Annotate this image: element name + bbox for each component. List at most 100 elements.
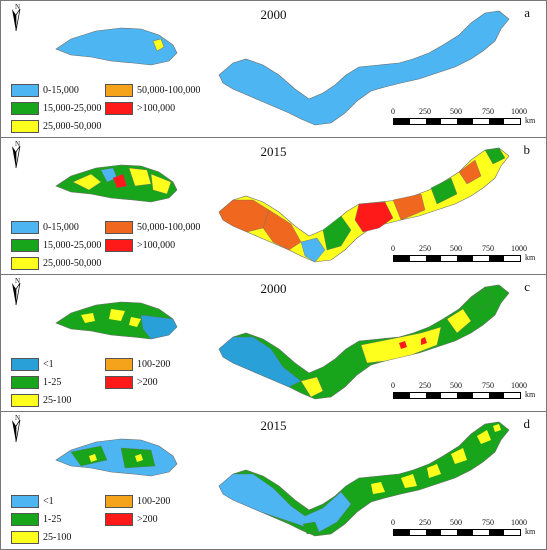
legend-item: 1-25 bbox=[11, 512, 61, 526]
legend-item: 15,000-25,000 bbox=[11, 101, 101, 115]
legend-item: 25-100 bbox=[11, 393, 71, 407]
north-arrow-icon bbox=[7, 5, 25, 35]
scale-bar: 0 250 500 750 1000 km bbox=[391, 244, 543, 272]
legend-label: 100-200 bbox=[137, 495, 171, 507]
scale-tick-label: 750 bbox=[482, 518, 494, 527]
panel-a: N 2000 a 0-15,000 50,000-100,000 15,000-… bbox=[1, 1, 546, 138]
legend-item: 100-200 bbox=[105, 357, 170, 371]
scale-tick-label: 750 bbox=[482, 381, 494, 390]
scale-tick-label: 0 bbox=[391, 518, 395, 527]
panel-letter: d bbox=[523, 416, 531, 431]
legend-item: 25-100 bbox=[11, 530, 71, 544]
legend-item: >200 bbox=[105, 375, 158, 389]
legend-swatch bbox=[11, 494, 39, 508]
legend-swatch bbox=[11, 119, 39, 133]
legend: <1 100-200 1-25 >200 25-100 bbox=[11, 494, 231, 548]
scale-tick-label: 500 bbox=[450, 518, 462, 527]
legend-label: 25-100 bbox=[43, 394, 72, 406]
legend-label: 100-200 bbox=[137, 358, 171, 370]
legend-swatch bbox=[11, 375, 39, 389]
legend-label: >200 bbox=[137, 513, 158, 525]
legend-label: 0-15,000 bbox=[43, 221, 79, 233]
scale-tick-label: 250 bbox=[419, 244, 431, 253]
legend-swatch bbox=[11, 220, 39, 234]
scale-bar: 0 250 500 750 1000 km bbox=[391, 381, 543, 409]
scale-unit: km bbox=[525, 253, 536, 262]
legend-item: 0-15,000 bbox=[11, 220, 79, 234]
scale-tick-label: 250 bbox=[419, 107, 431, 116]
north-label: N bbox=[15, 277, 21, 285]
legend-label: 25-100 bbox=[43, 531, 72, 543]
north-label: N bbox=[15, 3, 21, 11]
scale-tick-label: 250 bbox=[419, 381, 431, 390]
legend-item: 50,000-100,000 bbox=[105, 83, 200, 97]
north-label: N bbox=[15, 140, 21, 148]
map-canvas-c bbox=[55, 284, 510, 400]
legend-label: 1-25 bbox=[43, 376, 62, 388]
legend-swatch bbox=[11, 512, 39, 526]
scale-tick-label: 1000 bbox=[511, 381, 527, 390]
legend-swatch bbox=[105, 375, 133, 389]
legend-swatch bbox=[105, 494, 133, 508]
panel-year: 2015 bbox=[260, 144, 287, 159]
legend-swatch bbox=[105, 101, 133, 115]
legend-swatch bbox=[105, 220, 133, 234]
scale-tick-label: 1000 bbox=[511, 107, 527, 116]
legend-item: 50,000-100,000 bbox=[105, 220, 200, 234]
legend-swatch bbox=[105, 83, 133, 97]
legend-swatch bbox=[11, 530, 39, 544]
legend-swatch bbox=[11, 393, 39, 407]
legend-item: 15,000-25,000 bbox=[11, 238, 101, 252]
scale-tick-label: 750 bbox=[482, 244, 494, 253]
scale-tick-label: 500 bbox=[450, 244, 462, 253]
legend: 0-15,000 50,000-100,000 15,000-25,000 >1… bbox=[11, 83, 231, 137]
legend-item: 25,000-50,000 bbox=[11, 256, 101, 270]
scale-tick-label: 500 bbox=[450, 107, 462, 116]
legend-item: 0-15,000 bbox=[11, 83, 79, 97]
small-region-shape bbox=[55, 27, 178, 66]
scale-unit: km bbox=[525, 390, 536, 399]
legend: <1 100-200 1-25 >200 25-100 bbox=[11, 357, 231, 411]
legend-label: 15,000-25,000 bbox=[43, 102, 102, 114]
legend-item: <1 bbox=[11, 494, 54, 508]
north-arrow-icon bbox=[7, 279, 25, 309]
map-canvas-d bbox=[55, 421, 510, 537]
scale-tick-label: 0 bbox=[391, 107, 395, 116]
scale-bar: 0 250 500 750 1000 km bbox=[391, 518, 543, 546]
legend-swatch bbox=[11, 83, 39, 97]
panel-year: 2015 bbox=[260, 418, 287, 433]
small-region-yellow-patch bbox=[152, 38, 165, 52]
north-label: N bbox=[15, 414, 21, 422]
panel-letter: c bbox=[524, 279, 530, 294]
legend-item: 25,000-50,000 bbox=[11, 119, 101, 133]
legend-label: 50,000-100,000 bbox=[137, 221, 201, 233]
map-canvas-b bbox=[55, 147, 510, 263]
panel-d: N 2015 d <1 100-200 1-25 >200 25-100 0 2… bbox=[1, 412, 546, 549]
legend-swatch bbox=[105, 512, 133, 526]
scale-unit: km bbox=[525, 527, 536, 536]
scale-tick-label: 250 bbox=[419, 518, 431, 527]
legend-item: >100,000 bbox=[105, 101, 175, 115]
legend-item: >200 bbox=[105, 512, 158, 526]
scale-tick-label: 0 bbox=[391, 244, 395, 253]
legend-item: <1 bbox=[11, 357, 54, 371]
panel-letter: a bbox=[524, 5, 530, 20]
large-region-shape bbox=[218, 284, 510, 400]
legend-label: <1 bbox=[43, 495, 54, 507]
legend-label: 1-25 bbox=[43, 513, 62, 525]
legend-label: >100,000 bbox=[137, 239, 176, 251]
legend: 0-15,000 50,000-100,000 15,000-25,000 >1… bbox=[11, 220, 231, 274]
small-region-shape bbox=[55, 438, 178, 477]
scale-tick-label: 1000 bbox=[511, 518, 527, 527]
north-arrow-icon bbox=[7, 142, 25, 172]
panel-year: 2000 bbox=[260, 7, 287, 22]
panel-letter: b bbox=[523, 142, 531, 157]
legend-label: 15,000-25,000 bbox=[43, 239, 102, 251]
north-arrow-icon bbox=[7, 416, 25, 446]
legend-swatch bbox=[11, 238, 39, 252]
legend-swatch bbox=[105, 238, 133, 252]
legend-label: >200 bbox=[137, 376, 158, 388]
map-canvas-a bbox=[55, 10, 510, 126]
legend-label: 25,000-50,000 bbox=[43, 120, 102, 132]
